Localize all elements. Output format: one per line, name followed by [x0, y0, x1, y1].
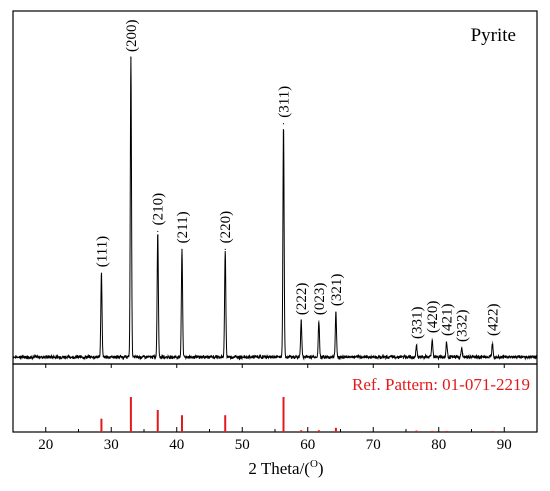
x-axis-title-close: ): [318, 459, 324, 478]
peak-point: [318, 320, 320, 322]
peak-point: [446, 341, 448, 343]
x-tick-label: 90: [497, 437, 512, 453]
peak-label: (111): [94, 236, 110, 267]
peak-label: (211): [175, 211, 191, 243]
x-axis-title: 2 Theta/(O): [248, 458, 323, 478]
peak-point: [461, 347, 463, 349]
reference-sticks: [100, 397, 494, 432]
peak-point: [224, 248, 226, 250]
peak-point: [491, 341, 494, 343]
peak-label: (222): [294, 283, 310, 316]
peak-point: [415, 344, 418, 346]
peak-label: (023): [312, 283, 328, 316]
peak-point: [181, 248, 183, 250]
xrd-line: [12, 56, 538, 361]
x-axis: 20 30 40 50 60 70 80 90: [38, 364, 512, 453]
peak-label: (331): [409, 307, 425, 340]
x-axis-title-superscript: O: [310, 458, 318, 470]
x-tick-label: 80: [431, 437, 446, 453]
peak-point: [300, 320, 302, 322]
peak-point: [157, 230, 159, 233]
peak-label: (210): [151, 193, 167, 226]
peak-labels: (111) (200) (210) (211) (220) (311) (222) (023)…: [94, 20, 501, 343]
x-axis-title-main: 2 Theta/(: [248, 459, 310, 478]
peak-point: [335, 311, 337, 313]
peak-label: (421): [440, 304, 456, 337]
peak-label: (332): [455, 310, 471, 343]
peak-label: (420): [425, 301, 441, 334]
peak-label: (220): [218, 211, 234, 244]
x-tick-label: 70: [366, 437, 381, 453]
x-tick-label: 40: [169, 437, 184, 453]
peak-point: [431, 338, 433, 340]
peak-label: (311): [277, 86, 293, 118]
xrd-trace: [12, 56, 538, 361]
peak-point: [282, 123, 285, 125]
x-tick-label: 50: [235, 437, 250, 453]
peak-label: (321): [329, 274, 345, 307]
peak-label: (422): [485, 304, 501, 336]
chart-title: Pyrite: [471, 25, 516, 46]
x-tick-label: 20: [38, 437, 53, 453]
peak-point: [130, 57, 132, 59]
x-tick-label: 30: [104, 437, 119, 453]
peak-label: (200): [124, 20, 140, 53]
reference-pattern-label: Ref. Pattern: 01-071-2219: [352, 375, 530, 394]
peak-point: [100, 272, 103, 274]
x-tick-label: 60: [300, 437, 315, 453]
